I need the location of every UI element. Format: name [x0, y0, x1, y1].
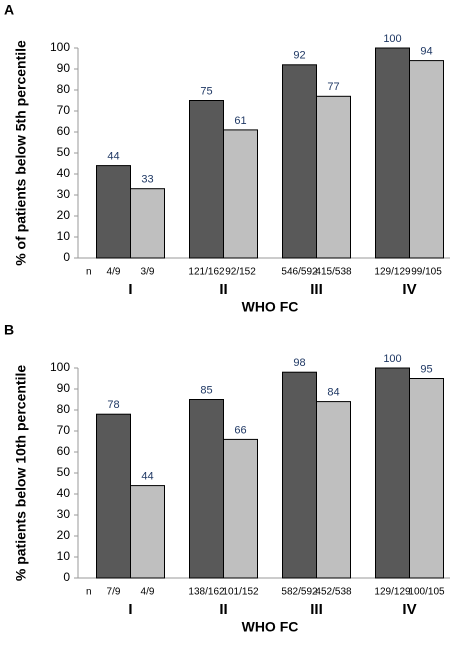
bar — [96, 165, 131, 259]
value-label: 84 — [327, 387, 339, 399]
x-tick-label: I — [128, 601, 132, 618]
y-tick-label: 80 — [57, 82, 71, 96]
value-label: 44 — [107, 151, 119, 163]
bar — [409, 60, 444, 259]
y-tick-label: 80 — [57, 402, 71, 416]
y-tick-label: 70 — [57, 423, 71, 437]
y-tick-label: 30 — [57, 507, 71, 521]
n-value-label: 100/105 — [408, 587, 445, 598]
n-value-label: 415/538 — [315, 267, 352, 278]
y-tick-label: 0 — [63, 250, 70, 264]
bar — [130, 485, 165, 579]
n-value-label: 546/592 — [281, 267, 318, 278]
value-label: 66 — [234, 424, 246, 436]
value-label: 44 — [141, 471, 153, 483]
x-tick-label: III — [310, 601, 323, 618]
y-tick-label: 50 — [57, 465, 71, 479]
bar — [189, 100, 224, 259]
bar — [189, 399, 224, 579]
n-value-label: 138/162 — [188, 587, 225, 598]
x-tick-label: III — [310, 281, 323, 298]
y-tick-label: 20 — [57, 208, 71, 222]
y-tick-label: 60 — [57, 124, 71, 138]
n-label: n — [86, 267, 92, 278]
y-tick-label: 20 — [57, 528, 71, 542]
bar — [375, 367, 410, 579]
value-label: 100 — [383, 33, 401, 45]
bar — [96, 413, 131, 579]
bar — [316, 95, 351, 259]
y-tick-label: 40 — [57, 166, 71, 180]
y-tick-label: 10 — [57, 549, 71, 563]
value-label: 95 — [420, 363, 432, 375]
value-label: 61 — [234, 115, 246, 127]
y-tick-label: 30 — [57, 187, 71, 201]
bar — [282, 64, 317, 259]
y-tick-label: 0 — [63, 570, 70, 584]
n-value-label: 4/9 — [107, 267, 121, 278]
bar — [409, 378, 444, 579]
x-tick-label: IV — [402, 281, 416, 298]
value-label: 94 — [420, 46, 432, 58]
value-label: 75 — [200, 85, 212, 97]
n-value-label: 129/129 — [374, 587, 411, 598]
y-axis-label: % of patients below 5th percentile — [13, 40, 29, 266]
y-tick-label: 40 — [57, 486, 71, 500]
bar — [223, 129, 258, 259]
value-label: 33 — [141, 174, 153, 186]
value-label: 100 — [383, 353, 401, 365]
bar — [223, 438, 258, 579]
y-tick-label: 60 — [57, 444, 71, 458]
value-label: 77 — [327, 81, 339, 93]
bar — [282, 371, 317, 579]
n-value-label: 452/538 — [315, 587, 352, 598]
value-label: 98 — [293, 357, 305, 369]
n-value-label: 129/129 — [374, 267, 411, 278]
n-value-label: 7/9 — [107, 587, 121, 598]
y-tick-label: 10 — [57, 229, 71, 243]
panel-label: A — [4, 2, 14, 18]
y-tick-label: 100 — [50, 40, 70, 54]
y-tick-label: 90 — [57, 381, 71, 395]
bar — [316, 401, 351, 579]
panel-label: B — [4, 322, 14, 338]
n-value-label: 3/9 — [141, 267, 155, 278]
y-tick-label: 50 — [57, 145, 71, 159]
n-value-label: 101/152 — [222, 587, 259, 598]
n-value-label: 4/9 — [141, 587, 155, 598]
bar — [375, 47, 410, 259]
y-axis-label: % patients below 10th percentile — [13, 365, 29, 581]
value-label: 85 — [200, 384, 212, 396]
bar — [130, 188, 165, 259]
x-tick-label: I — [128, 281, 132, 298]
x-tick-label: IV — [402, 601, 416, 618]
x-tick-label: II — [219, 281, 227, 298]
value-label: 92 — [293, 50, 305, 62]
n-value-label: 92/152 — [225, 267, 256, 278]
n-value-label: 121/162 — [188, 267, 225, 278]
n-value-label: 582/592 — [281, 587, 318, 598]
y-tick-label: 90 — [57, 61, 71, 75]
x-tick-label: II — [219, 601, 227, 618]
n-label: n — [86, 587, 92, 598]
y-tick-label: 70 — [57, 103, 71, 117]
x-axis-label: WHO FC — [242, 299, 299, 315]
x-axis-label: WHO FC — [242, 619, 299, 635]
value-label: 78 — [107, 399, 119, 411]
n-value-label: 99/105 — [411, 267, 442, 278]
y-tick-label: 100 — [50, 360, 70, 374]
